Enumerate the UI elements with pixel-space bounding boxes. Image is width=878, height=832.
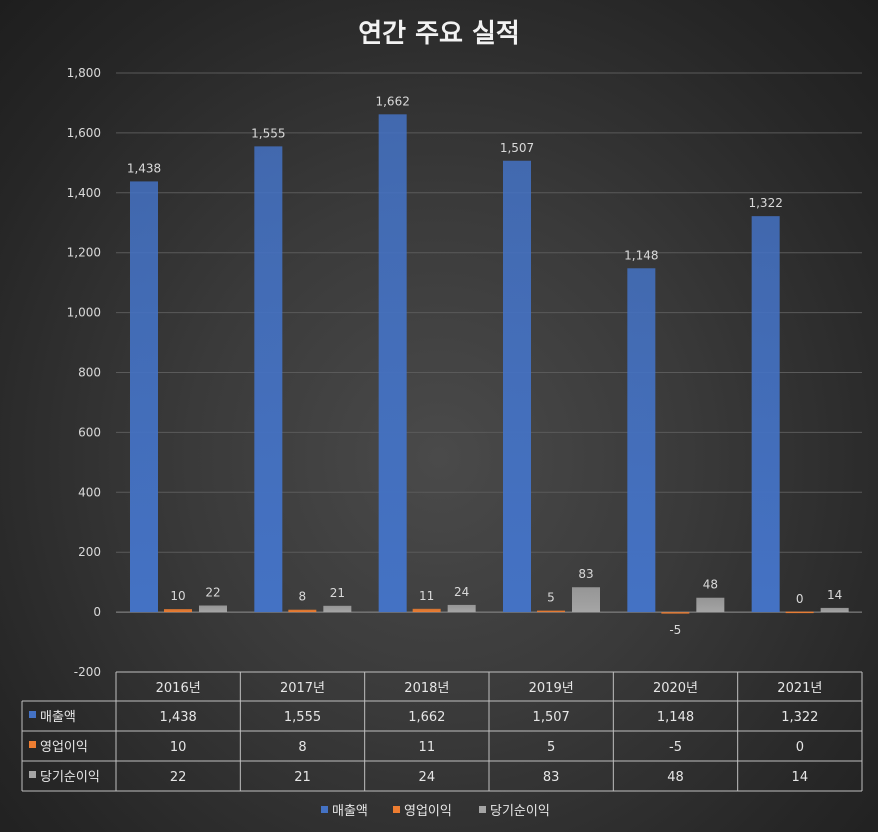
table-cell: 14: [792, 770, 809, 785]
chart-title: 연간 주요 실적: [358, 19, 520, 49]
legend-key: [479, 806, 486, 813]
bar-0-3: [503, 160, 531, 613]
legend-key: [321, 806, 328, 813]
table-header: 2018년: [404, 681, 449, 696]
bar-2-3: [572, 587, 600, 613]
table-cell: 21: [294, 770, 311, 785]
table-cell: 11: [419, 740, 436, 755]
data-label: 22: [205, 586, 220, 600]
y-tick-label: 1,400: [67, 186, 101, 200]
bar-0-1: [254, 146, 283, 613]
table-cell: 5: [547, 740, 555, 755]
table-cell: 22: [170, 770, 187, 785]
table-cell: 1,322: [781, 710, 818, 725]
bar-1-4: [661, 612, 690, 614]
y-tick-label: 0: [93, 605, 101, 619]
legend-key: [29, 711, 36, 718]
data-label: 10: [170, 589, 185, 603]
bar-2-0: [199, 605, 227, 613]
y-tick-label: 800: [78, 366, 101, 380]
table-cell: 83: [543, 770, 560, 785]
table-cell: 1,507: [533, 710, 570, 725]
table-cell: 24: [419, 770, 436, 785]
bar-2-5: [820, 607, 849, 613]
table-row-label: 매출액: [40, 710, 76, 725]
table-header: 2017년: [280, 681, 325, 696]
table-header: 2016년: [156, 681, 201, 696]
table-cell: 1,662: [408, 710, 445, 725]
gridlines: [116, 72, 862, 613]
data-label: 1,662: [375, 94, 409, 108]
table-cell: 10: [170, 740, 187, 755]
bar-1-2: [412, 608, 441, 613]
bar-1-5: [785, 611, 814, 614]
data-label: 83: [578, 567, 593, 581]
bar-2-2: [447, 604, 476, 613]
data-label: 1,148: [624, 248, 658, 262]
data-label: 1,322: [748, 196, 782, 210]
table-header: 2021년: [777, 681, 822, 696]
table-row-label: 영업이익: [40, 740, 88, 755]
legend: 매출액 영업이익 당기순이익: [321, 804, 550, 819]
legend-label: 매출액: [332, 804, 368, 819]
data-label: 21: [330, 586, 345, 600]
data-label: 11: [419, 589, 434, 603]
y-tick-label: 1,200: [67, 246, 101, 260]
table-row-label: 당기순이익: [40, 770, 100, 785]
data-label: 0: [796, 592, 804, 606]
y-tick-label: 1,600: [67, 126, 101, 140]
legend-key: [393, 806, 400, 813]
bar-1-3: [537, 610, 565, 613]
data-labels: 1,438 1,555 1,662 1,507 1,148 1,322 10 8 11 5 -5 0 2…: [127, 94, 842, 637]
table-cell: 1,438: [160, 710, 197, 725]
data-label: 8: [299, 590, 307, 604]
bar-2-1: [323, 605, 352, 613]
bar-0-5: [751, 216, 780, 613]
table-cell: 1,148: [657, 710, 694, 725]
y-tick-label: 200: [78, 545, 101, 559]
bar-0-4: [627, 268, 656, 613]
y-tick-label: -200: [74, 665, 101, 679]
y-tick-label: 1,800: [67, 66, 101, 80]
bar-1-0: [164, 609, 192, 613]
data-label: -5: [669, 623, 681, 637]
bar-0-2: [378, 114, 407, 613]
bar-0-0: [130, 181, 158, 613]
legend-label: 당기순이익: [490, 804, 550, 819]
legend-label: 영업이익: [404, 804, 452, 819]
data-label: 48: [703, 578, 718, 592]
table-cell: 0: [796, 740, 804, 755]
bar-2-4: [696, 597, 725, 613]
table-cell: 8: [298, 740, 306, 755]
table-cell: 48: [667, 770, 684, 785]
table-header: 2020년: [653, 681, 698, 696]
data-label: 24: [454, 585, 469, 599]
y-axis-ticks: 1,800 1,600 1,400 1,200 1,000 800 600 400 200 0 -2…: [67, 66, 101, 679]
y-tick-label: 400: [78, 485, 101, 499]
data-label: 1,438: [127, 161, 161, 175]
bar-1-1: [288, 609, 317, 613]
y-tick-label: 600: [78, 425, 101, 439]
table-header: 2019년: [529, 681, 574, 696]
data-label: 14: [827, 588, 842, 602]
data-label: 5: [547, 591, 555, 605]
legend-key: [29, 741, 36, 748]
table-cell: 1,555: [284, 710, 321, 725]
y-tick-label: 1,000: [67, 306, 101, 320]
data-label: 1,507: [500, 141, 534, 155]
bars: [130, 114, 849, 614]
table-cell: -5: [669, 740, 682, 755]
data-label: 1,555: [251, 126, 285, 140]
legend-key: [29, 771, 36, 778]
